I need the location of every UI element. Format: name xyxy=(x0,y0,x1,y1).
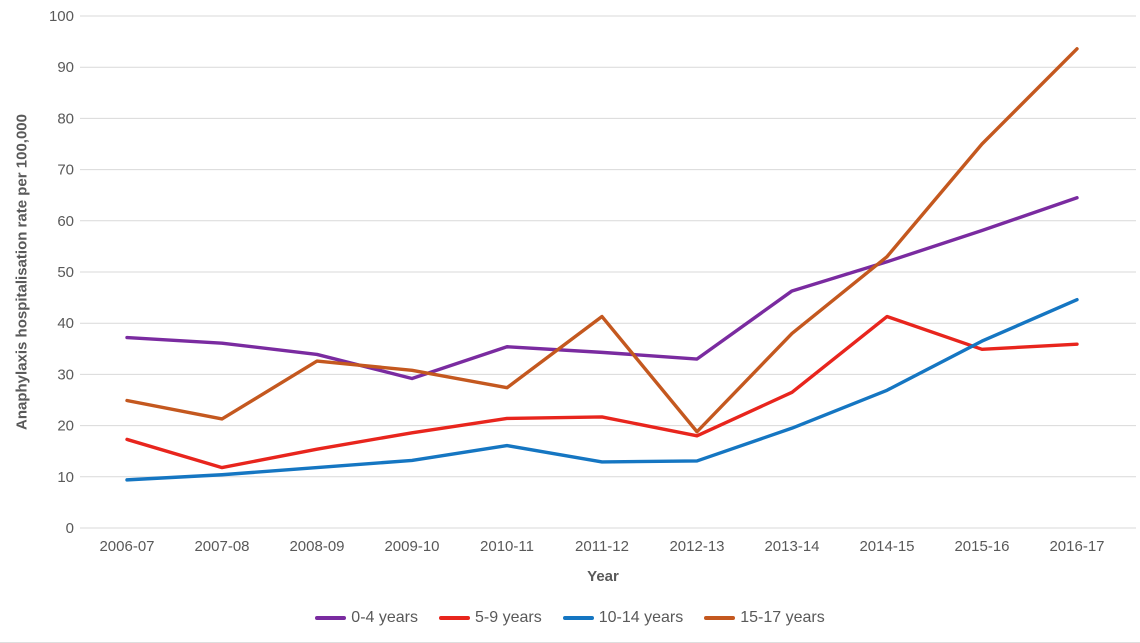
x-tick-label: 2010-11 xyxy=(480,538,534,555)
y-tick-label: 80 xyxy=(57,110,74,127)
legend-label: 0-4 years xyxy=(351,609,418,626)
y-axis-title: Anaphylaxis hospitalisation rate per 100… xyxy=(13,114,31,430)
x-tick-label: 2009-10 xyxy=(384,538,439,555)
legend-swatch-icon xyxy=(439,616,470,620)
legend-item-15-17-years: 15-17 years xyxy=(704,609,825,627)
x-axis-title: Year xyxy=(587,568,619,585)
series-line-5-9-years xyxy=(125,314,1079,470)
legend-label: 5-9 years xyxy=(475,609,542,626)
legend-item-0-4-years: 0-4 years xyxy=(315,609,418,627)
x-tick-label: 2012-13 xyxy=(669,538,724,555)
series-line-15-17-years xyxy=(125,47,1079,434)
legend-label: 15-17 years xyxy=(740,609,825,626)
y-tick-label: 70 xyxy=(57,162,74,179)
x-tick-label: 2008-09 xyxy=(289,538,344,555)
x-tick-label: 2013-14 xyxy=(764,538,819,555)
y-tick-label: 20 xyxy=(57,418,74,435)
y-tick-label: 100 xyxy=(49,8,74,25)
x-tick-label: 2016-17 xyxy=(1049,538,1104,555)
legend-item-10-14-years: 10-14 years xyxy=(562,609,684,627)
legend-swatch-icon xyxy=(315,616,347,620)
y-tick-label: 0 xyxy=(66,520,74,537)
y-tick-label: 40 xyxy=(57,315,74,332)
y-tick-label: 90 xyxy=(57,59,74,76)
y-tick-label: 30 xyxy=(57,366,74,383)
x-tick-label: 2011-12 xyxy=(575,538,629,555)
series-line-0-4-years xyxy=(125,196,1079,381)
legend-label: 10-14 years xyxy=(598,609,684,626)
x-tick-label: 2015-16 xyxy=(954,538,1009,555)
y-tick-label: 60 xyxy=(57,213,74,230)
legend-swatch-icon xyxy=(704,616,736,620)
y-tick-label: 10 xyxy=(57,469,74,486)
legend: 0-4 years 5-9 years 10-14 years 15-17 years xyxy=(0,609,1140,627)
x-tick-label: 2007-08 xyxy=(194,538,249,555)
series-line-10-14-years xyxy=(125,297,1079,482)
legend-item-5-9-years: 5-9 years xyxy=(439,609,542,627)
legend-swatch-icon xyxy=(562,616,594,620)
x-tick-label: 2006-07 xyxy=(99,538,154,555)
x-tick-label: 2014-15 xyxy=(859,538,914,555)
y-tick-label: 50 xyxy=(57,264,74,281)
